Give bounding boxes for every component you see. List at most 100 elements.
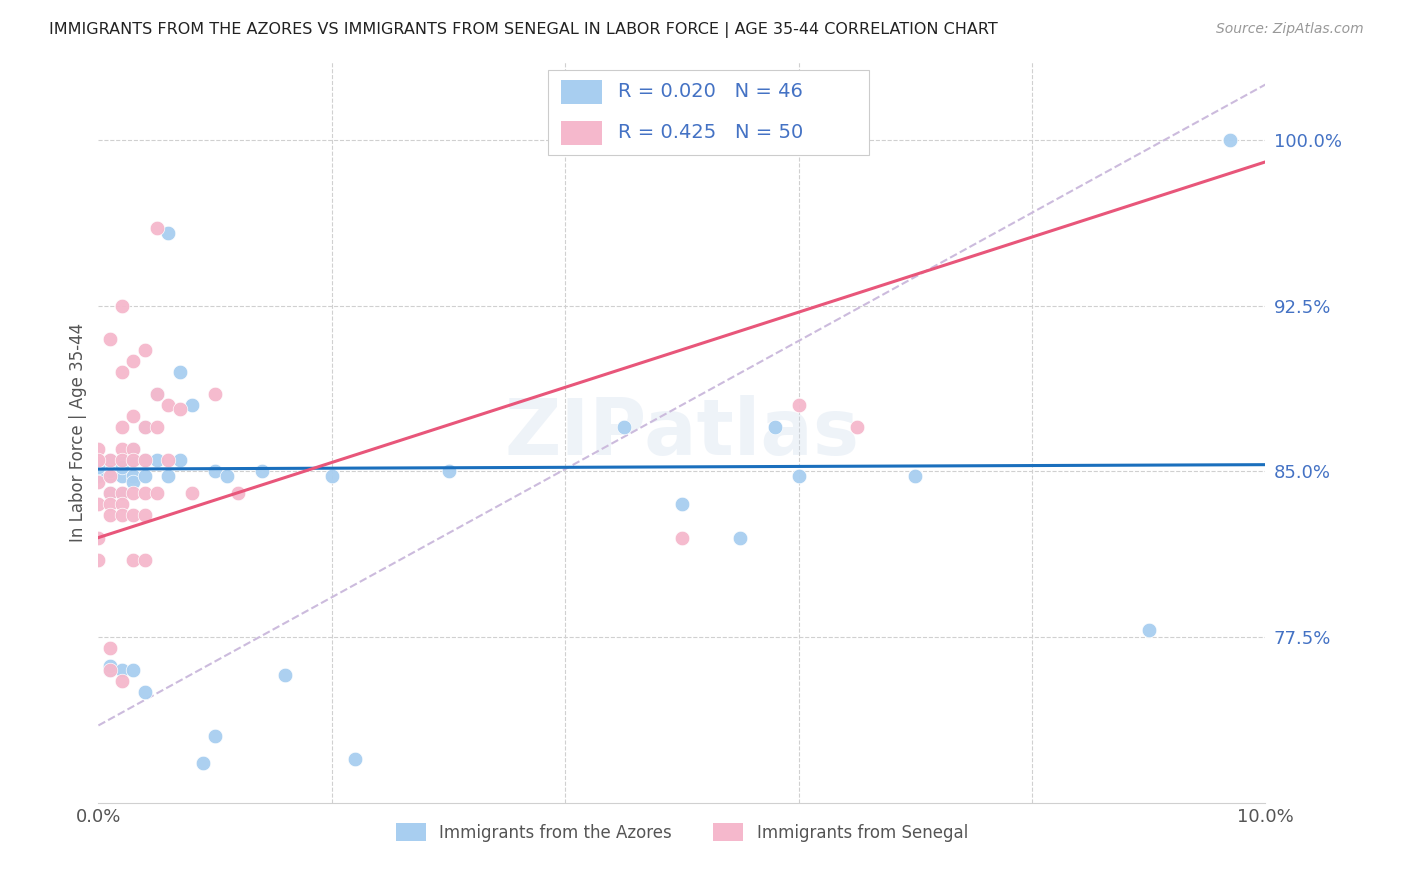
Point	[274, 667, 297, 681]
Text: ZIPatlas: ZIPatlas	[505, 394, 859, 471]
Point	[87, 552, 110, 566]
Point	[111, 498, 134, 512]
Point	[111, 420, 134, 434]
Point	[250, 464, 273, 478]
Point	[122, 663, 145, 677]
Text: Source: ZipAtlas.com: Source: ZipAtlas.com	[1216, 22, 1364, 37]
Point	[111, 459, 134, 474]
Point	[321, 468, 343, 483]
Point	[612, 420, 634, 434]
Point	[146, 221, 169, 235]
Point	[146, 486, 169, 500]
Point	[111, 453, 134, 467]
Point	[122, 409, 145, 423]
Y-axis label: In Labor Force | Age 35-44: In Labor Force | Age 35-44	[69, 323, 87, 542]
Point	[111, 365, 134, 379]
Point	[111, 663, 134, 677]
Point	[122, 552, 145, 566]
Point	[180, 398, 202, 412]
Point	[98, 453, 121, 467]
Point	[111, 674, 134, 689]
Point	[134, 508, 156, 523]
Point	[169, 402, 191, 417]
Point	[111, 453, 134, 467]
Point	[134, 420, 156, 434]
Point	[122, 453, 145, 467]
Point	[157, 468, 180, 483]
Point	[787, 398, 810, 412]
Point	[98, 641, 121, 656]
Point	[134, 453, 156, 467]
Point	[437, 464, 460, 478]
Point	[98, 658, 121, 673]
Point	[122, 442, 145, 457]
Point	[193, 756, 215, 770]
Point	[180, 486, 202, 500]
Point	[87, 442, 110, 457]
Point	[157, 226, 180, 240]
Point	[169, 365, 191, 379]
Point	[146, 387, 169, 401]
Point	[344, 751, 367, 765]
Point	[228, 486, 250, 500]
Point	[204, 730, 226, 744]
Point	[87, 475, 110, 490]
Point	[204, 464, 226, 478]
Point	[763, 420, 786, 434]
Point	[730, 531, 752, 545]
Point	[122, 442, 145, 457]
Point	[846, 420, 869, 434]
Point	[134, 552, 156, 566]
Legend: Immigrants from the Azores, Immigrants from Senegal: Immigrants from the Azores, Immigrants f…	[388, 815, 976, 850]
Point	[98, 498, 121, 512]
Point	[98, 486, 121, 500]
Point	[215, 468, 238, 483]
Point	[98, 464, 121, 478]
Text: IMMIGRANTS FROM THE AZORES VS IMMIGRANTS FROM SENEGAL IN LABOR FORCE | AGE 35-44: IMMIGRANTS FROM THE AZORES VS IMMIGRANTS…	[49, 22, 998, 38]
Point	[98, 468, 121, 483]
Point	[134, 468, 156, 483]
Point	[111, 468, 134, 483]
Point	[671, 498, 693, 512]
Point	[111, 486, 134, 500]
Point	[134, 685, 156, 699]
Point	[98, 453, 121, 467]
Point	[1137, 624, 1160, 638]
Point	[671, 531, 693, 545]
Point	[157, 453, 180, 467]
Point	[122, 486, 145, 500]
Point	[204, 387, 226, 401]
Point	[122, 353, 145, 368]
Point	[98, 508, 121, 523]
Point	[904, 468, 927, 483]
Point	[122, 468, 145, 483]
Point	[98, 468, 121, 483]
Point	[134, 453, 156, 467]
Point	[98, 663, 121, 677]
Point	[98, 332, 121, 346]
Point	[122, 453, 145, 467]
Point	[134, 343, 156, 357]
Point	[122, 508, 145, 523]
Point	[87, 459, 110, 474]
Point	[87, 453, 110, 467]
Point	[111, 486, 134, 500]
Point	[87, 468, 110, 483]
Point	[157, 398, 180, 412]
Point	[146, 453, 169, 467]
Point	[87, 453, 110, 467]
Point	[111, 299, 134, 313]
Point	[122, 475, 145, 490]
Point	[111, 508, 134, 523]
Point	[787, 468, 810, 483]
Point	[134, 420, 156, 434]
Point	[111, 442, 134, 457]
Point	[1219, 133, 1241, 147]
Point	[98, 663, 121, 677]
Point	[169, 453, 191, 467]
Point	[98, 486, 121, 500]
Point	[134, 486, 156, 500]
Point	[146, 387, 169, 401]
Point	[87, 498, 110, 512]
Point	[87, 531, 110, 545]
